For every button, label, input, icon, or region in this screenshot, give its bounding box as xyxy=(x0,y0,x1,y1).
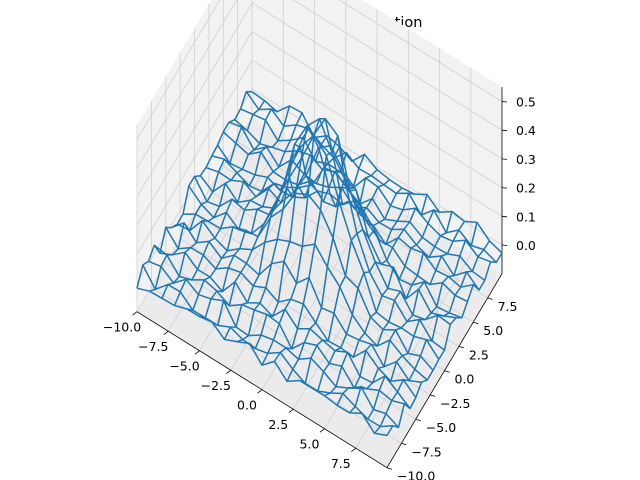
y-tick-label: 7.5 xyxy=(498,299,518,314)
gridline-z-back xyxy=(338,0,503,102)
y-tick-label: −2.5 xyxy=(440,396,470,411)
y-tick-mark xyxy=(473,321,479,325)
z-tick-label: 0.0 xyxy=(516,238,536,253)
gridline-y-floor xyxy=(179,238,431,396)
wire-line-y xyxy=(161,108,278,299)
z-tick-mark xyxy=(501,187,508,189)
wire-line-y xyxy=(199,127,316,319)
wire-line-y xyxy=(136,90,253,289)
y-tick-label: 5.0 xyxy=(483,323,503,338)
x-tick-label: 0.0 xyxy=(237,398,257,413)
wire-line-y xyxy=(211,135,328,327)
x-tick-label: 7.5 xyxy=(331,456,351,471)
z-tick-mark xyxy=(501,244,508,246)
wireframe-surface xyxy=(136,90,503,437)
axes-ticks: −10.0−7.5−5.0−2.50.02.55.07.5−10.0−7.5−5… xyxy=(103,95,536,480)
x-tick-label: 5.0 xyxy=(300,437,320,452)
x-tick-mark xyxy=(226,369,232,375)
x-tick-mark xyxy=(194,350,200,355)
wire-line-y xyxy=(236,143,353,343)
wire-line-y xyxy=(149,100,266,292)
wire-line-y xyxy=(173,105,291,306)
z-tick-mark xyxy=(501,215,508,218)
y-tick-label: −5.0 xyxy=(426,420,456,435)
wire-line-y xyxy=(311,194,428,392)
y-tick-mark xyxy=(415,418,421,422)
x-tick-mark xyxy=(351,447,357,453)
wire-line-y xyxy=(248,125,366,350)
z-tick-mark xyxy=(501,158,508,160)
z-tick-mark xyxy=(501,101,508,103)
y-tick-mark xyxy=(401,443,407,446)
z-tick-label: 0.2 xyxy=(516,181,536,196)
z-tick-label: 0.4 xyxy=(516,123,536,138)
wire-line-y xyxy=(361,222,478,420)
gridline-z-back xyxy=(292,0,503,131)
x-tick-label: 2.5 xyxy=(268,417,288,432)
wire-line-y xyxy=(373,240,491,434)
y-tick-mark xyxy=(444,370,450,373)
wire-line-y xyxy=(223,146,341,340)
wire-line-y xyxy=(324,209,440,397)
wire-line-y xyxy=(273,135,391,362)
x-tick-label: −10.0 xyxy=(103,320,141,335)
wire-line-y xyxy=(186,112,303,312)
gridline-z-side xyxy=(136,2,253,198)
z-tick-label: 0.5 xyxy=(516,95,536,110)
gridline-z-back xyxy=(251,59,503,217)
z-tick-label: 0.1 xyxy=(516,209,536,224)
wire-line-y xyxy=(299,192,415,385)
gridline-z-back xyxy=(251,2,503,160)
gridline-z-side xyxy=(136,31,253,226)
z-tick-mark xyxy=(501,129,508,132)
wire-line-y xyxy=(286,177,403,382)
gridline-y-floor xyxy=(237,141,488,299)
z-tick-label: 0.3 xyxy=(516,152,536,167)
x-tick-label: −5.0 xyxy=(169,359,199,374)
gridline-y-floor xyxy=(165,262,417,420)
gridline-z-side xyxy=(136,60,253,255)
x-tick-label: −2.5 xyxy=(201,378,231,393)
y-tick-mark xyxy=(487,297,493,300)
x-tick-mark xyxy=(319,428,325,433)
x-tick-mark xyxy=(132,311,138,316)
gridline-z-side xyxy=(136,0,221,140)
wire-line-y xyxy=(261,117,378,366)
y-tick-mark xyxy=(429,394,436,397)
y-tick-label: −10.0 xyxy=(397,469,435,480)
wire-line-y xyxy=(336,211,453,406)
y-tick-label: 0.0 xyxy=(455,372,475,387)
x-tick-mark xyxy=(163,330,169,336)
gridline-z-side xyxy=(136,0,238,169)
gridline-z-back xyxy=(251,31,503,188)
x-tick-mark xyxy=(288,408,294,414)
x-tick-mark xyxy=(257,389,263,394)
y-tick-mark xyxy=(458,346,465,349)
y-tick-label: −7.5 xyxy=(411,444,441,459)
y-tick-mark xyxy=(386,467,393,470)
y-tick-label: 2.5 xyxy=(469,347,489,362)
wire-line-y xyxy=(386,252,503,436)
x-tick-label: −7.5 xyxy=(138,339,168,354)
wire-line-y xyxy=(348,220,466,414)
